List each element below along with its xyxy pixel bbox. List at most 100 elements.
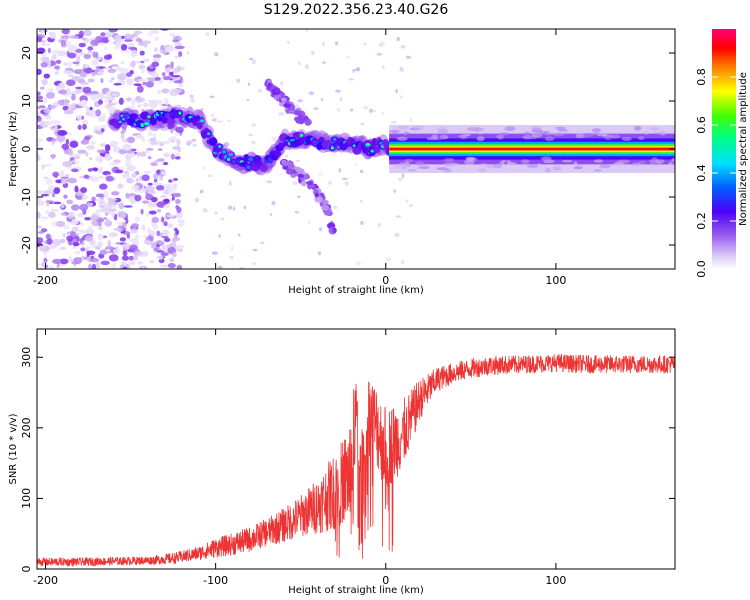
- spectrogram-noise-cell: [229, 180, 232, 186]
- spectrogram-noise-cell: [149, 141, 159, 146]
- snr-series-line: [37, 353, 675, 567]
- spectrogram-noise-cell: [59, 89, 68, 95]
- spectrogram-tone-band: [389, 147, 675, 151]
- snr-frame: [36, 328, 676, 570]
- spectrogram-noise-cell: [51, 154, 55, 160]
- spectrogram-x-tick-label: 0: [382, 274, 389, 287]
- spectrogram-noise-cell: [146, 77, 156, 80]
- spectrogram-tone-edge: [582, 132, 595, 138]
- spectrogram-noise-cell: [238, 266, 245, 269]
- spectrogram-noise-cell: [63, 98, 69, 106]
- spectrogram-noise-cell: [405, 199, 409, 204]
- colorbar-tick-label: 0.0: [695, 260, 708, 278]
- spectrogram-heatmap: [37, 29, 675, 269]
- snr-x-tick-label: 0: [382, 574, 389, 587]
- spectrogram-tone-edge: [464, 159, 475, 165]
- spectrogram-tone-edge: [480, 163, 488, 166]
- spectrogram-tone-edge: [548, 132, 558, 135]
- spectrogram-noise-cell: [61, 29, 70, 35]
- spectrogram-noise-cell: [147, 182, 153, 186]
- spectrogram-noise-cell: [341, 177, 348, 180]
- spectrogram-noise-cell: [41, 56, 50, 63]
- spectrogram-branch-cell: [321, 204, 330, 212]
- spectrogram-noise-cell: [83, 29, 92, 37]
- spectrogram-noise-cell: [360, 122, 365, 125]
- colorbar-tick-label: 0.6: [695, 116, 708, 134]
- spectrogram-noise-cell: [139, 50, 145, 56]
- spectrogram-noise-cell: [145, 81, 154, 88]
- spectrogram-noise-cell: [51, 192, 56, 198]
- spectrogram-noise-cell: [405, 55, 412, 59]
- spectrogram-x-label: Height of straight line (km): [288, 285, 424, 296]
- spectrogram-noise-cell: [152, 54, 162, 59]
- spectrogram-noise-cell: [37, 47, 46, 54]
- spectrogram-noise-cell: [166, 214, 175, 218]
- spectrogram-noise-cell: [117, 183, 124, 189]
- spectrogram-tone-edge: [648, 126, 660, 131]
- spectrogram-noise-cell: [141, 137, 146, 142]
- spectrogram-noise-cell: [130, 33, 138, 38]
- spectrogram-noise-cell: [356, 67, 360, 72]
- snr-y-tick-label: 0: [20, 566, 33, 573]
- spectrogram-noise-cell: [296, 195, 301, 198]
- spectrogram-noise-cell: [171, 196, 175, 201]
- spectrogram-noise-cell: [125, 218, 129, 224]
- spectrogram-noise-cell: [60, 212, 66, 216]
- spectrogram-noise-cell: [86, 202, 94, 208]
- spectrogram-noise-cell: [66, 79, 76, 87]
- spectrogram-noise-cell: [118, 202, 125, 210]
- spectrogram-tone-edge: [609, 134, 620, 139]
- spectrogram-noise-cell: [280, 81, 284, 86]
- spectrogram-tone-edge: [552, 166, 562, 171]
- spectrogram-noise-cell: [211, 113, 214, 117]
- spectrogram-tone-edge: [504, 126, 516, 132]
- spectrogram-noise-cell: [37, 115, 42, 123]
- spectrogram-noise-cell: [169, 71, 174, 76]
- spectrogram-noise-cell: [43, 107, 51, 114]
- spectrogram-noise-cell: [172, 184, 178, 187]
- spectrogram-noise-cell: [322, 41, 325, 46]
- spectrogram-tone-edge: [653, 132, 661, 135]
- spectrogram-noise-cell: [126, 78, 134, 85]
- spectrogram-noise-cell: [80, 247, 86, 252]
- spectrogram-noise-cell: [107, 208, 118, 212]
- spectrogram-noise-cell: [173, 227, 178, 232]
- spectrogram-noise-cell: [122, 266, 128, 269]
- spectrogram-tone-edge: [521, 159, 530, 164]
- spectrogram-tone-edge: [443, 168, 452, 173]
- spectrogram-noise-cell: [89, 94, 98, 101]
- spectrogram-noise-cell: [137, 78, 147, 83]
- spectrogram-noise-cell: [133, 254, 139, 261]
- spectrogram-noise-cell: [142, 81, 147, 86]
- spectrogram-noise-cell: [84, 217, 92, 221]
- spectrogram-noise-cell: [143, 58, 150, 62]
- spectrogram-noise-cell: [171, 251, 177, 258]
- spectrogram-signal-cell: [373, 146, 381, 154]
- spectrogram-noise-cell: [163, 237, 171, 242]
- spectrogram-noise-cell: [133, 30, 142, 35]
- spectrogram-noise-cell: [157, 158, 165, 162]
- spectrogram-tone-edge: [621, 136, 632, 141]
- spectrogram-noise-cell: [252, 262, 256, 265]
- spectrogram-noise-cell: [236, 78, 241, 83]
- spectrogram-noise-cell: [45, 178, 53, 186]
- snr-y-ticks: 0 100 200 300: [20, 347, 675, 573]
- spectrogram-noise-cell: [218, 233, 221, 238]
- spectrogram-noise-cell: [162, 187, 166, 195]
- spectrogram-noise-cell: [104, 104, 112, 109]
- spectrogram-noise-cell: [62, 233, 67, 238]
- spectrogram-noise-cell: [353, 68, 357, 71]
- spectrogram-noise-cell: [168, 179, 173, 183]
- spectrogram-noise-cell: [89, 257, 100, 263]
- spectrogram-noise-cell: [126, 164, 137, 172]
- spectrogram-tone-edge: [604, 136, 612, 141]
- spectrogram-noise-cell: [93, 56, 102, 61]
- spectrogram-noise-cell: [83, 245, 91, 249]
- snr-y-tick-label: 200: [20, 417, 33, 438]
- spectrogram-noise-cell: [154, 36, 159, 41]
- spectrogram-noise-cell: [113, 34, 122, 43]
- spectrogram-noise-cell: [128, 260, 136, 266]
- spectrogram-noise-cell: [87, 108, 96, 116]
- spectrogram-branch-cell: [297, 114, 304, 122]
- spectrogram-noise-cell: [174, 156, 181, 160]
